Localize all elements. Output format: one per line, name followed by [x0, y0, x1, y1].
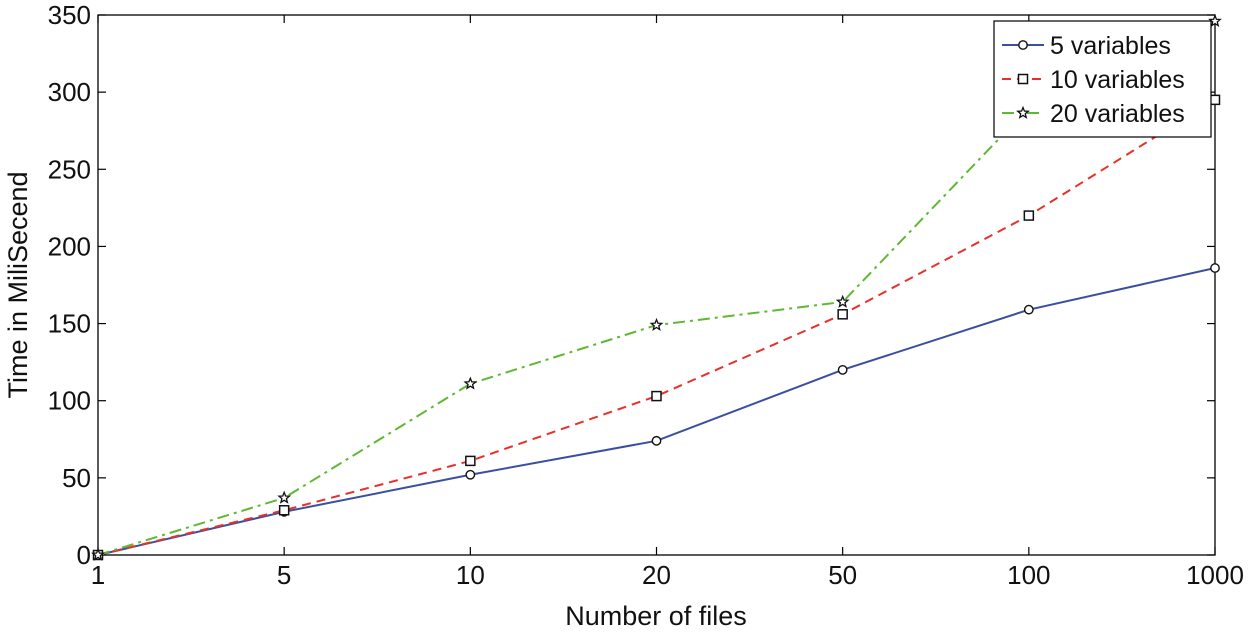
legend-marker: [1017, 73, 1029, 85]
x-axis-title: Number of files: [565, 601, 747, 631]
data-point: [1208, 13, 1222, 28]
legend-box: [993, 20, 1212, 138]
data-point: [835, 294, 850, 308]
legend-marker: [1018, 40, 1028, 50]
y-tick-label: 100: [48, 386, 91, 416]
y-axis-title: Time in MiliSecend: [3, 171, 33, 398]
legend-label: 10 variables: [1050, 66, 1185, 94]
x-tick-label: 100: [1007, 560, 1050, 590]
x-tick-label: 1: [91, 560, 105, 590]
x-tick-label: 1000: [1186, 560, 1244, 590]
legend-marker: [1016, 105, 1030, 119]
data-point: [651, 435, 662, 446]
x-tick-label: 10: [456, 560, 485, 590]
data-point: [1210, 263, 1220, 273]
x-tick-label: 50: [828, 560, 857, 590]
data-point: [278, 505, 290, 516]
data-point: [1209, 94, 1221, 106]
data-point: [463, 376, 478, 390]
y-tick-label: 300: [48, 77, 91, 107]
legend-label: 5 variables: [1050, 32, 1171, 60]
legend-label: 20 variables: [1050, 100, 1185, 128]
y-tick-label: 0: [77, 540, 91, 570]
data-point: [91, 547, 105, 561]
data-point: [465, 455, 476, 467]
y-tick-label: 200: [48, 231, 91, 261]
data-point: [649, 317, 664, 331]
data-point: [837, 364, 848, 375]
y-tick-label: 350: [48, 0, 91, 30]
x-tick-label: 20: [642, 560, 671, 590]
data-point: [1023, 210, 1035, 221]
data-point: [1023, 304, 1034, 315]
data-point: [837, 309, 848, 320]
data-point: [465, 469, 476, 480]
y-tick-label: 150: [48, 309, 91, 339]
y-tick-label: 50: [62, 463, 91, 493]
data-point: [277, 490, 292, 504]
x-tick-label: 5: [277, 560, 291, 590]
y-tick-label: 250: [48, 154, 91, 184]
data-point: [651, 390, 662, 402]
